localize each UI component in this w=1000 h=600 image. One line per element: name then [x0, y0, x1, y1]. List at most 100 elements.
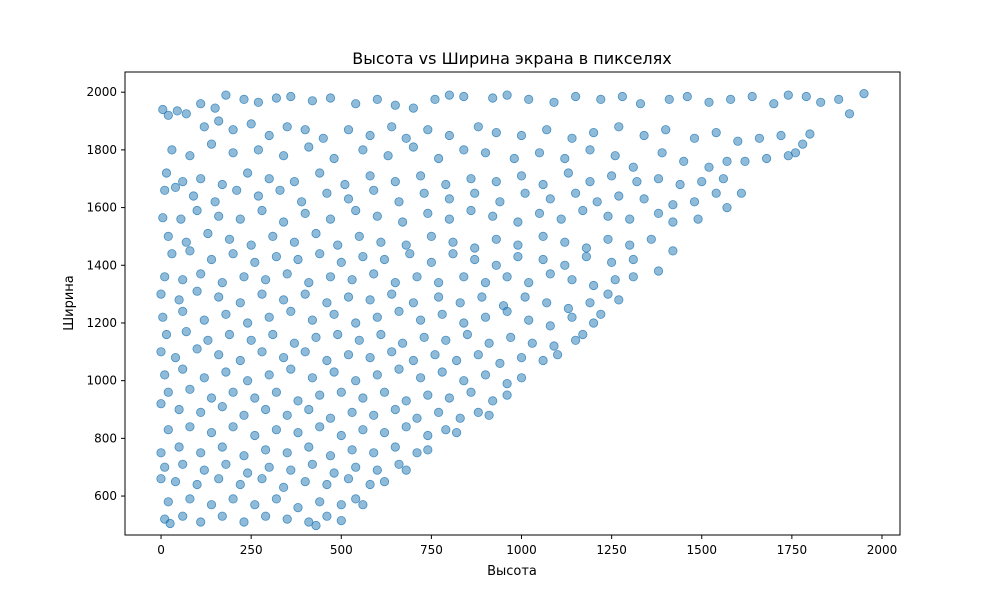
data-point — [307, 315, 317, 325]
data-point — [170, 182, 181, 192]
data-point — [325, 272, 336, 282]
data-point — [315, 390, 325, 400]
data-point — [542, 125, 552, 135]
data-point — [704, 162, 714, 172]
data-point — [376, 237, 386, 247]
chart-title: Высота vs Ширина экрана в пикселях — [352, 49, 671, 68]
data-point — [495, 197, 505, 207]
data-point — [859, 89, 869, 99]
data-point — [163, 497, 173, 507]
data-point — [196, 407, 206, 417]
data-point — [354, 335, 364, 345]
data-point — [383, 151, 393, 161]
data-point — [387, 122, 397, 132]
data-point — [488, 211, 498, 221]
data-point — [625, 214, 635, 224]
data-point — [278, 151, 289, 161]
data-point — [304, 442, 314, 452]
data-point — [563, 168, 574, 178]
data-point — [358, 145, 368, 155]
data-point — [325, 93, 336, 103]
data-point — [470, 254, 480, 265]
data-point — [347, 407, 357, 417]
data-point — [437, 309, 447, 319]
data-point — [156, 448, 166, 458]
data-point — [397, 217, 408, 227]
data-point — [221, 90, 231, 100]
data-point — [509, 153, 519, 164]
data-point — [289, 177, 299, 187]
data-point — [484, 410, 494, 420]
data-point — [185, 422, 195, 432]
data-point — [322, 479, 332, 490]
data-point — [304, 404, 314, 415]
data-point — [390, 442, 400, 452]
data-point — [524, 277, 534, 288]
data-point — [260, 275, 271, 285]
data-point — [412, 413, 422, 423]
data-point — [524, 315, 534, 325]
data-point — [174, 404, 184, 415]
data-point — [228, 422, 238, 432]
data-point — [408, 103, 418, 113]
data-point — [286, 306, 296, 316]
data-point — [172, 106, 182, 116]
data-point — [412, 272, 422, 282]
data-point — [480, 312, 491, 322]
data-point — [289, 338, 299, 348]
data-point — [325, 214, 336, 224]
data-point — [365, 352, 375, 363]
y-axis: 600 800 1000 1200 1400 1600 1800 2000 — [86, 85, 125, 503]
data-point — [351, 494, 361, 504]
data-point — [415, 373, 426, 383]
data-point — [603, 289, 613, 299]
data-point — [372, 94, 382, 105]
data-point — [286, 364, 296, 374]
data-point — [549, 97, 559, 107]
data-point — [614, 122, 624, 132]
data-point — [300, 125, 310, 135]
data-point — [462, 329, 472, 340]
data-point — [156, 474, 166, 484]
data-point — [661, 125, 671, 135]
data-point — [167, 145, 177, 155]
y-axis-label: Ширина — [62, 275, 77, 331]
data-point — [228, 494, 238, 504]
data-point — [542, 298, 552, 308]
data-point — [722, 156, 732, 166]
data-point — [221, 367, 231, 377]
data-point — [401, 240, 411, 250]
data-point — [466, 387, 476, 397]
data-point — [628, 272, 638, 282]
data-point — [570, 188, 581, 198]
data-point — [293, 254, 303, 265]
data-point — [282, 514, 292, 524]
data-point — [379, 387, 390, 397]
data-point — [657, 148, 667, 158]
data-point — [217, 277, 227, 288]
data-point — [412, 448, 422, 458]
x-tick-label: 2000 — [867, 543, 898, 557]
data-point — [351, 318, 361, 328]
data-point — [455, 298, 465, 308]
data-point — [567, 275, 577, 285]
data-point — [560, 260, 570, 270]
data-point — [214, 211, 224, 221]
data-point — [448, 237, 458, 247]
data-point — [185, 494, 195, 504]
data-point — [394, 197, 404, 207]
data-point — [704, 97, 714, 107]
data-point — [625, 240, 635, 250]
data-point — [441, 335, 451, 345]
data-point — [441, 425, 451, 435]
data-point — [257, 474, 267, 484]
data-point — [628, 254, 638, 265]
data-point — [271, 387, 281, 397]
data-point — [390, 100, 400, 110]
data-point — [480, 148, 491, 158]
data-point — [282, 122, 292, 132]
data-point — [351, 99, 361, 109]
data-point — [426, 257, 436, 267]
data-point — [185, 151, 195, 161]
data-point — [206, 427, 217, 438]
